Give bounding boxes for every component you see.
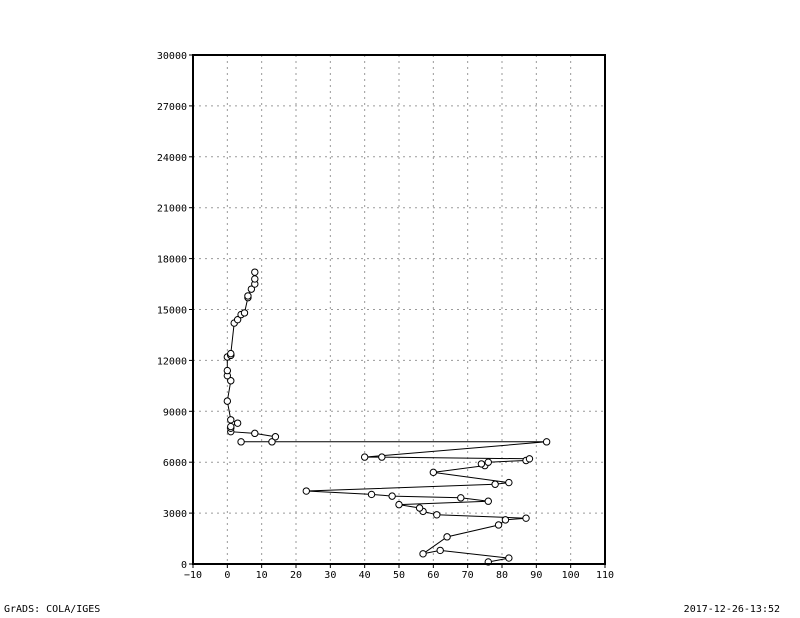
- y-tick-label: 30000: [157, 51, 187, 62]
- x-tick-label: 60: [427, 570, 439, 581]
- data-point: [419, 550, 427, 558]
- data-point: [251, 268, 259, 276]
- footer-timestamp: 2017-12-26-13:52: [683, 604, 780, 615]
- data-point: [227, 416, 235, 424]
- data-point: [484, 458, 492, 466]
- y-tick-label: 18000: [157, 255, 187, 266]
- data-series: [223, 268, 551, 566]
- data-point: [388, 492, 396, 500]
- data-point: [268, 438, 276, 446]
- data-point: [240, 309, 249, 317]
- data-point: [244, 292, 252, 300]
- data-point: [484, 497, 492, 505]
- y-tick-label: 21000: [157, 204, 187, 215]
- data-point: [360, 453, 369, 461]
- data-point: [501, 516, 510, 524]
- x-tick-label: 30: [324, 570, 336, 581]
- data-point: [525, 455, 534, 463]
- data-point: [443, 533, 451, 541]
- y-tick-label: 6000: [163, 458, 187, 469]
- data-point: [247, 285, 256, 293]
- data-point: [433, 511, 441, 519]
- x-tick-label: 90: [530, 570, 542, 581]
- y-tick-label: 15000: [157, 306, 187, 317]
- x-tick-label: 0: [224, 570, 230, 581]
- data-point: [542, 438, 551, 446]
- data-point: [378, 453, 386, 461]
- x-tick-label: 80: [496, 570, 508, 581]
- x-tick-label: 20: [290, 570, 302, 581]
- data-point: [415, 504, 424, 512]
- data-point: [477, 460, 486, 468]
- data-point: [233, 419, 242, 427]
- x-tick-label: 100: [562, 570, 580, 581]
- data-point: [251, 429, 259, 438]
- data-point: [494, 521, 503, 529]
- data-point: [223, 366, 232, 375]
- data-point: [367, 490, 376, 499]
- data-point: [429, 468, 438, 477]
- ticks: −10 0 10 20 30 40 50 60 70 80 90 100 110030006000900…: [157, 51, 614, 581]
- data-point: [505, 554, 513, 562]
- data-point: [233, 315, 242, 324]
- x-tick-label: 50: [393, 570, 405, 581]
- x-tick-label: 10: [256, 570, 268, 581]
- footer-credit: GrADS: COLA/IGES: [4, 604, 101, 615]
- data-point: [227, 422, 235, 431]
- y-tick-label: 27000: [157, 102, 187, 113]
- data-point: [227, 377, 235, 385]
- data-point: [395, 500, 403, 509]
- series-line: [226, 272, 547, 563]
- x-tick-label: −10: [184, 570, 202, 581]
- x-tick-label: 40: [359, 570, 371, 581]
- y-tick-label: 3000: [163, 509, 187, 520]
- data-point: [251, 275, 259, 283]
- data-point: [271, 433, 280, 441]
- y-tick-label: 9000: [163, 407, 187, 418]
- data-point: [436, 546, 444, 555]
- data-point: [302, 487, 310, 495]
- data-point: [491, 480, 499, 488]
- x-tick-label: 70: [462, 570, 474, 581]
- data-point: [237, 438, 245, 446]
- data-point: [223, 397, 232, 405]
- y-tick-label: 24000: [157, 153, 187, 164]
- data-point: [505, 478, 513, 487]
- data-point: [457, 494, 465, 502]
- grid: [193, 55, 605, 564]
- y-tick-label: 12000: [157, 356, 187, 367]
- data-point: [522, 514, 530, 522]
- x-tick-label: 110: [596, 570, 614, 581]
- y-tick-label: 0: [181, 560, 187, 571]
- data-point: [227, 349, 235, 358]
